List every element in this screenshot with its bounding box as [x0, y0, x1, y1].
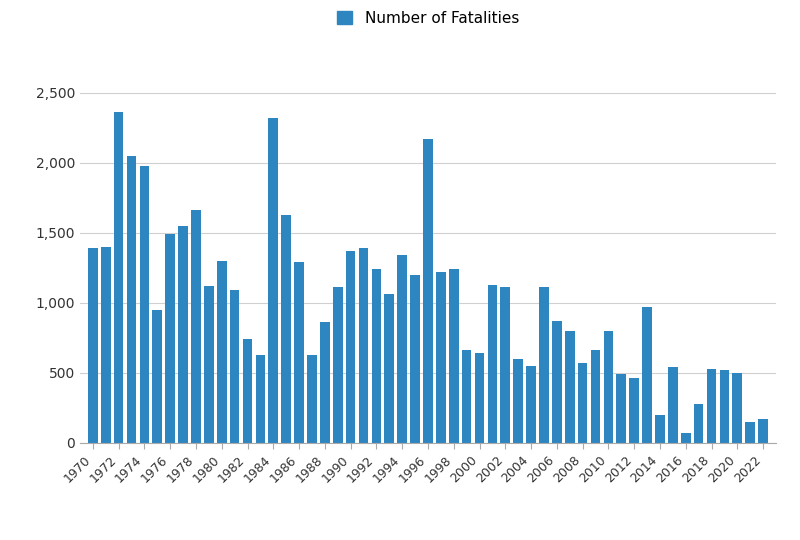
Bar: [307, 355, 317, 443]
Bar: [706, 369, 716, 443]
Bar: [514, 359, 523, 443]
Bar: [410, 275, 420, 443]
Bar: [746, 422, 755, 443]
Bar: [539, 287, 549, 443]
Bar: [333, 287, 342, 443]
Bar: [217, 261, 226, 443]
Bar: [488, 285, 498, 443]
Bar: [101, 247, 110, 443]
Bar: [88, 248, 98, 443]
Bar: [204, 286, 214, 443]
Bar: [604, 331, 614, 443]
Bar: [501, 287, 510, 443]
Bar: [694, 403, 703, 443]
Legend: Number of Fatalities: Number of Fatalities: [331, 4, 525, 32]
Bar: [242, 339, 252, 443]
Bar: [462, 350, 471, 443]
Bar: [372, 269, 382, 443]
Bar: [385, 294, 394, 443]
Bar: [282, 214, 291, 443]
Bar: [153, 310, 162, 443]
Bar: [578, 363, 587, 443]
Bar: [733, 373, 742, 443]
Bar: [720, 370, 730, 443]
Bar: [140, 166, 150, 443]
Bar: [565, 331, 574, 443]
Bar: [166, 234, 175, 443]
Bar: [423, 139, 433, 443]
Bar: [269, 118, 278, 443]
Bar: [474, 353, 484, 443]
Bar: [256, 355, 266, 443]
Bar: [398, 255, 407, 443]
Bar: [178, 226, 188, 443]
Bar: [552, 321, 562, 443]
Bar: [436, 272, 446, 443]
Bar: [449, 269, 458, 443]
Bar: [294, 262, 304, 443]
Bar: [758, 419, 768, 443]
Bar: [191, 211, 201, 443]
Bar: [230, 290, 239, 443]
Bar: [114, 112, 123, 443]
Bar: [320, 322, 330, 443]
Bar: [346, 251, 355, 443]
Bar: [126, 156, 136, 443]
Bar: [617, 374, 626, 443]
Bar: [642, 307, 652, 443]
Bar: [681, 433, 690, 443]
Bar: [590, 350, 600, 443]
Bar: [668, 367, 678, 443]
Bar: [526, 366, 536, 443]
Bar: [630, 379, 639, 443]
Bar: [358, 248, 368, 443]
Bar: [655, 415, 665, 443]
